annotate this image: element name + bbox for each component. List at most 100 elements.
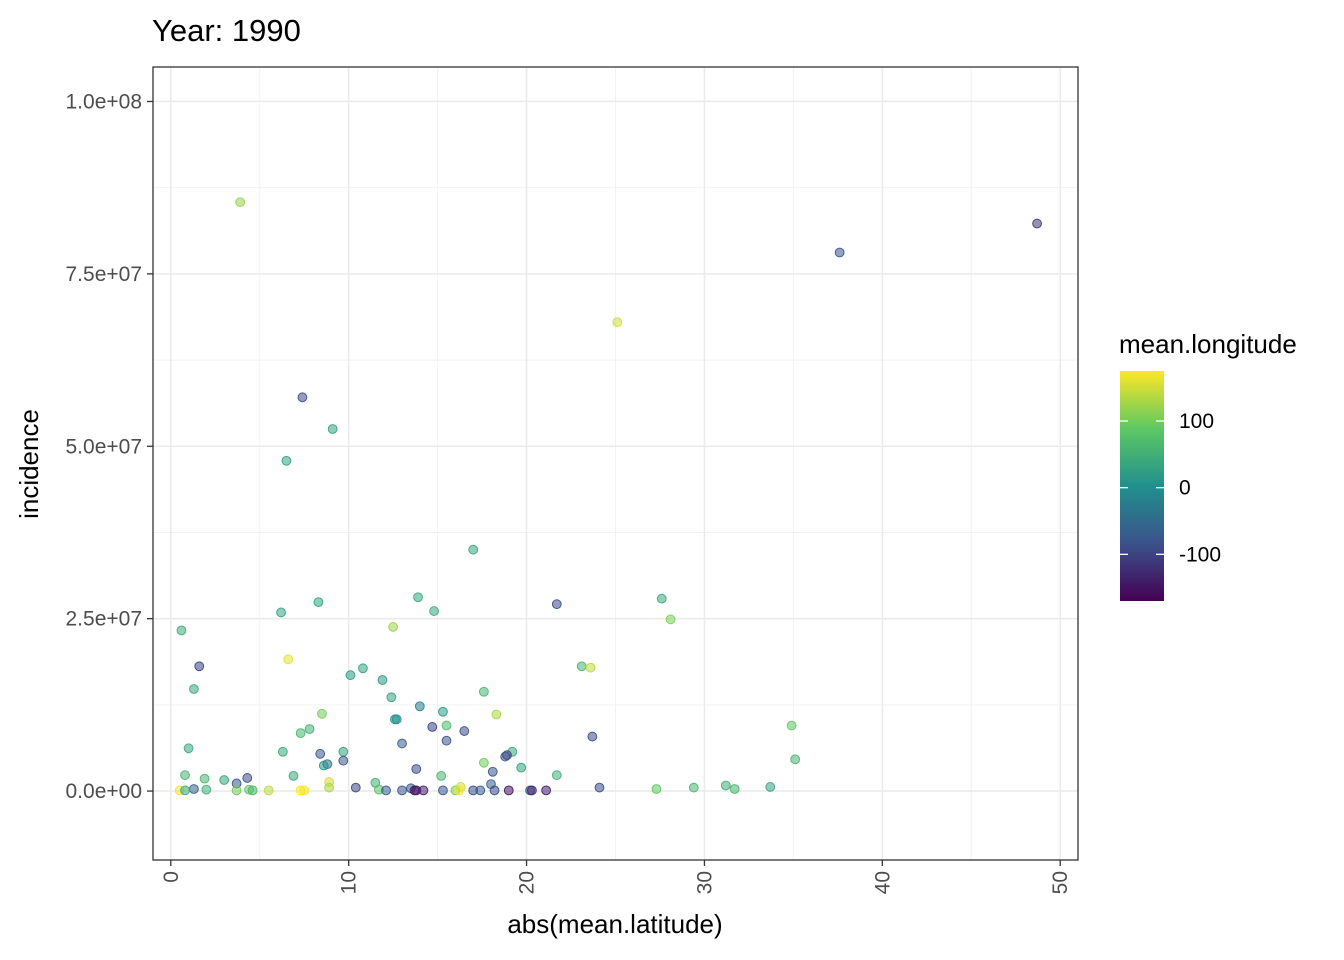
x-tick-label: 40 — [871, 871, 894, 894]
data-point — [418, 785, 429, 796]
legend-tick-label: -100 — [1179, 543, 1221, 566]
data-point — [189, 784, 199, 794]
data-point — [612, 317, 623, 328]
legend-title: mean.longitude — [1119, 329, 1297, 359]
data-point — [1032, 218, 1042, 229]
legend-tick-label: 0 — [1179, 477, 1191, 500]
x-tick-label: 30 — [693, 871, 716, 894]
data-point — [231, 785, 242, 796]
grid-lines — [153, 67, 1078, 860]
color-legend: mean.longitude 100 0 -100 — [1119, 329, 1297, 601]
data-point — [338, 755, 349, 766]
y-tick-label: 5.0e+07 — [66, 435, 143, 458]
data-point — [587, 731, 598, 742]
data-point — [263, 785, 274, 796]
data-point — [386, 692, 397, 703]
plot-panel-border — [152, 66, 1079, 861]
data-point — [235, 197, 246, 208]
data-point — [219, 775, 230, 785]
data-point — [441, 735, 452, 746]
data-point — [487, 766, 498, 777]
data-point — [345, 670, 356, 681]
chart-title: Year: 1990 — [152, 13, 301, 48]
data-point — [468, 544, 479, 555]
data-point — [297, 392, 308, 403]
data-point — [180, 785, 190, 796]
data-point — [183, 743, 194, 754]
data-point — [397, 738, 407, 749]
data-point — [411, 764, 422, 774]
y-axis-title: incidence — [14, 409, 44, 519]
x-axis: 0 10 20 30 40 50 — [160, 860, 1072, 894]
data-point — [516, 762, 527, 773]
data-point — [438, 785, 448, 796]
y-tick-label: 1.0e+08 — [66, 90, 143, 113]
data-point — [180, 770, 190, 781]
data-point — [834, 247, 845, 258]
data-point — [247, 785, 258, 796]
data-point — [295, 728, 306, 739]
legend-colorbar — [1120, 371, 1164, 601]
data-point — [327, 424, 338, 434]
data-point — [489, 785, 500, 796]
data-point — [459, 726, 470, 736]
data-point — [765, 782, 776, 792]
data-point — [503, 785, 514, 796]
legend-ticks: 100 0 -100 — [1120, 410, 1221, 566]
data-point — [388, 622, 399, 632]
data-point — [576, 661, 587, 672]
data-point — [288, 770, 299, 781]
data-point — [277, 746, 288, 757]
data-point — [358, 663, 368, 674]
data-point — [551, 599, 562, 610]
data-point — [720, 780, 731, 791]
data-point — [438, 706, 448, 717]
data-point — [313, 597, 324, 608]
data-point — [242, 773, 253, 783]
legend-tick-label: 100 — [1179, 410, 1214, 433]
data-point — [665, 614, 676, 625]
data-point — [338, 746, 349, 757]
data-point — [189, 684, 199, 694]
data-point — [318, 760, 329, 771]
y-tick-label: 7.5e+07 — [66, 263, 143, 286]
x-axis-title: abs(mean.latitude) — [507, 909, 722, 939]
data-point — [436, 770, 447, 781]
data-point — [397, 785, 407, 796]
data-point — [478, 686, 489, 697]
data-point — [427, 722, 438, 732]
data-point — [377, 675, 388, 685]
data-point — [283, 654, 294, 665]
data-point — [381, 785, 391, 796]
data-point — [413, 592, 423, 603]
data-point — [350, 782, 361, 793]
data-point — [414, 701, 425, 712]
data-point — [324, 782, 335, 793]
data-point — [199, 773, 210, 784]
data-point — [317, 708, 327, 719]
data-point — [656, 593, 667, 604]
data-point — [790, 754, 801, 765]
x-tick-label: 20 — [516, 871, 539, 894]
data-point — [585, 662, 596, 673]
y-axis: 0.0e+00 2.5e+07 5.0e+07 7.5e+07 1.0e+08 — [66, 90, 153, 803]
x-tick-label: 50 — [1049, 871, 1072, 894]
data-point — [429, 606, 439, 616]
data-point — [201, 784, 212, 795]
x-tick-label: 10 — [338, 871, 361, 894]
data-point — [475, 785, 486, 796]
x-tick-label: 0 — [160, 871, 183, 883]
data-point — [281, 455, 292, 466]
data-point — [541, 785, 552, 796]
y-tick-label: 2.5e+07 — [66, 608, 143, 631]
data-point — [315, 748, 326, 759]
data-point — [651, 784, 662, 794]
data-point — [441, 720, 452, 731]
data-point — [786, 720, 797, 731]
data-point — [194, 661, 205, 672]
data-point — [551, 770, 562, 781]
data-point — [729, 784, 740, 794]
data-points — [174, 197, 1042, 796]
data-point — [391, 714, 402, 725]
